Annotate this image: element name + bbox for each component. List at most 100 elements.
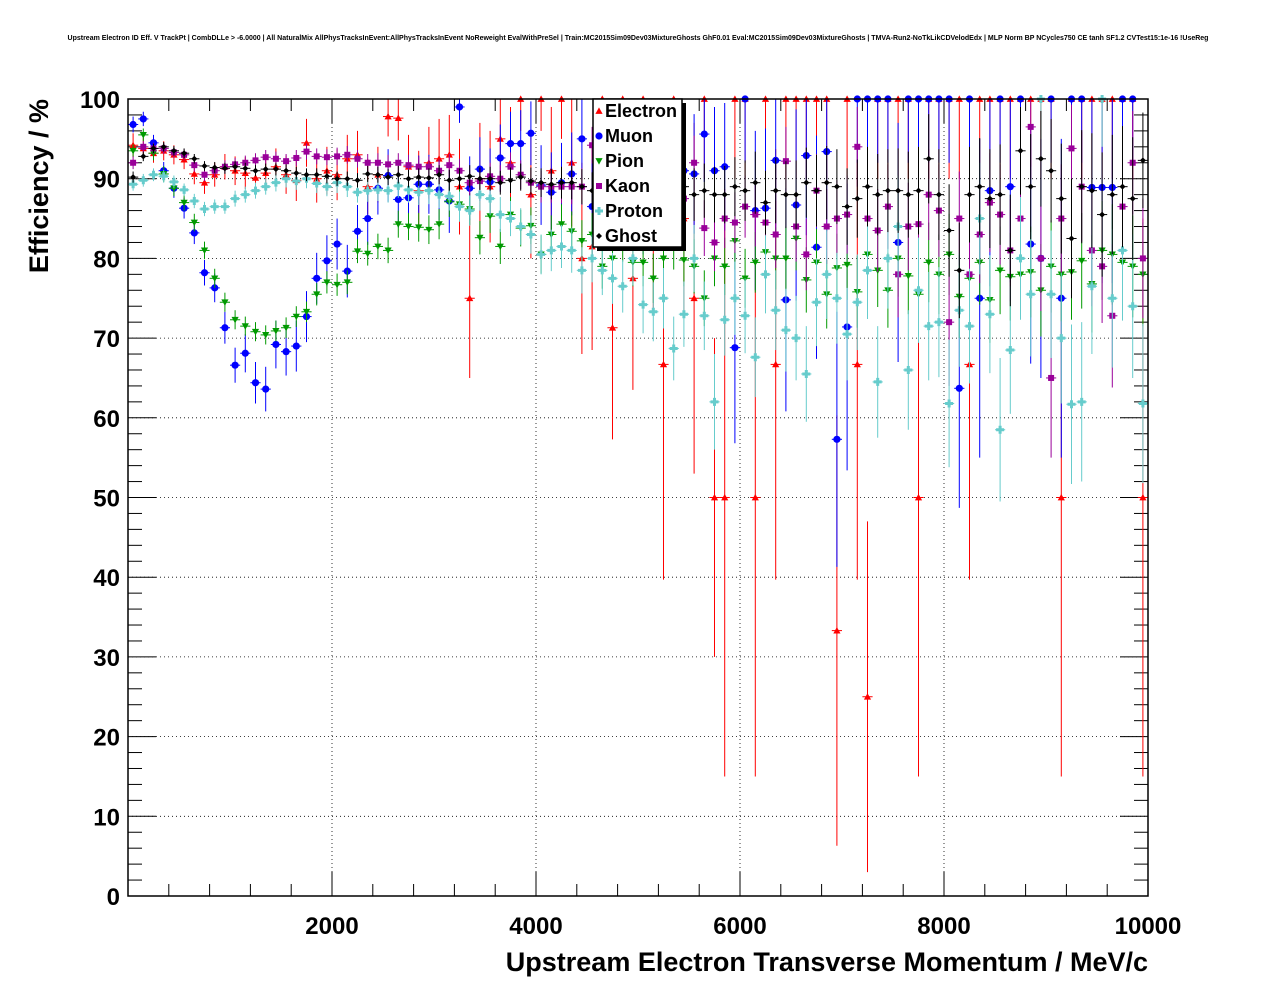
series-proton <box>128 95 1148 502</box>
muon-point <box>200 269 209 277</box>
proton-point <box>628 254 637 263</box>
pion-point <box>996 267 1004 274</box>
kaon-point <box>1027 123 1034 130</box>
electron-point <box>833 626 841 634</box>
y-tick-label: 20 <box>93 725 120 752</box>
muon-point <box>455 103 464 111</box>
ghost-point <box>1007 247 1014 254</box>
ghost-point <box>130 174 137 181</box>
ghost-point <box>405 175 412 182</box>
legend-marker-pion <box>595 158 603 165</box>
proton-point <box>414 188 423 197</box>
kaon-point <box>425 163 432 170</box>
kaon-point <box>262 154 269 161</box>
proton-point <box>924 322 933 331</box>
kaon-point <box>313 153 320 160</box>
ghost-point <box>476 175 483 182</box>
electron-point <box>302 139 311 146</box>
muon-point <box>139 115 147 123</box>
ghost-point <box>731 183 738 190</box>
muon-point <box>323 257 331 265</box>
y-tick-label: 90 <box>93 167 120 194</box>
muon-point <box>394 195 402 204</box>
proton-point <box>1006 346 1015 355</box>
pion-point <box>1078 257 1086 265</box>
x-tick-label: 4000 <box>509 913 562 940</box>
kaon-point <box>1068 145 1075 152</box>
ghost-point <box>1119 183 1126 190</box>
proton-point <box>914 286 923 295</box>
proton-point <box>1077 397 1086 406</box>
muon-point <box>364 214 372 223</box>
pion-point <box>843 261 851 269</box>
proton-point <box>996 425 1005 434</box>
ghost-point <box>303 171 310 178</box>
proton-point <box>516 222 525 231</box>
pion-point <box>200 247 209 255</box>
proton-point <box>965 322 974 331</box>
kaon-point <box>507 163 514 170</box>
pion-point <box>262 332 270 339</box>
y-tick-label: 0 <box>107 884 120 911</box>
proton-point <box>567 246 576 255</box>
electron-point <box>251 174 260 181</box>
pion-point <box>302 308 311 316</box>
pion-point <box>170 185 178 192</box>
proton-point <box>1118 246 1127 255</box>
kaon-point <box>1139 255 1146 262</box>
ghost-point <box>752 179 759 186</box>
kaon-point <box>854 143 861 150</box>
kaon-point <box>385 161 392 168</box>
ghost-point <box>211 164 218 171</box>
legend-marker-electron <box>595 107 603 114</box>
ghost-point <box>487 175 494 182</box>
ghost-point <box>833 183 840 190</box>
x-tick-label: 2000 <box>305 913 358 940</box>
proton-point <box>139 176 148 185</box>
pion-point <box>496 243 504 251</box>
muon-point <box>578 135 586 143</box>
proton-point <box>720 315 729 324</box>
pion-point <box>272 328 280 335</box>
proton-point <box>751 353 760 362</box>
pion-point <box>364 250 372 258</box>
ghost-point <box>385 174 392 181</box>
proton-point <box>1016 254 1025 263</box>
proton-point <box>149 170 158 179</box>
electron-point <box>772 360 780 368</box>
ghost-point <box>201 162 208 169</box>
pion-point <box>221 299 229 306</box>
proton-point <box>781 326 790 335</box>
ghost-point <box>925 155 932 162</box>
ghost-point <box>895 187 902 194</box>
electron-point <box>1057 493 1065 501</box>
proton-point <box>812 298 821 307</box>
pion-point <box>680 257 688 264</box>
muon-point <box>241 349 249 357</box>
pion-point <box>425 226 433 234</box>
proton-point <box>404 185 413 194</box>
proton-point <box>282 174 291 183</box>
proton-point <box>363 186 372 195</box>
kaon-point <box>395 159 402 166</box>
proton-point <box>843 330 852 339</box>
proton-point <box>598 266 607 275</box>
muon-point <box>700 130 708 138</box>
ghost-point <box>140 153 147 160</box>
proton-point <box>1047 290 1056 299</box>
ghost-point <box>425 174 432 181</box>
pion-point <box>721 263 729 270</box>
y-tick-label: 40 <box>93 565 120 592</box>
pion-point <box>476 234 484 242</box>
pion-point <box>751 259 759 266</box>
proton-point <box>180 185 189 194</box>
ghost-point <box>364 170 371 177</box>
proton-point <box>659 294 668 303</box>
proton-point <box>618 282 627 291</box>
ghost-point <box>1109 191 1116 198</box>
ghost-point <box>150 145 157 152</box>
ghost-point <box>854 195 861 202</box>
proton-point <box>934 318 943 327</box>
kaon-point <box>823 223 830 230</box>
ghost-point <box>956 267 963 274</box>
